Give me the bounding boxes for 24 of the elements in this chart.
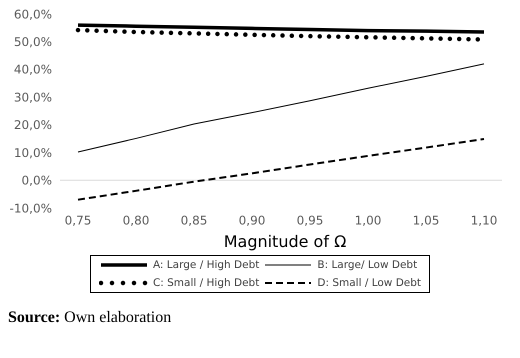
line-series: [78, 63, 484, 153]
source-note: Source: Own elaboration: [8, 309, 172, 327]
legend-label: C: Small / High Debt: [152, 277, 260, 289]
x-tick-label: 0,85: [180, 214, 208, 228]
x-tick-label: 1,05: [412, 214, 440, 228]
x-tick-label: 0,95: [296, 214, 324, 228]
y-tick-label: 40,0%: [14, 62, 52, 77]
legend-label: D: Small / Low Debt: [317, 277, 422, 289]
y-tick-label: 50,0%: [14, 34, 52, 49]
x-tick-label: 1,10: [470, 214, 498, 228]
x-tick-label: 0,80: [122, 214, 150, 228]
x-axis-title: Magnitude of Ω: [222, 232, 348, 251]
y-tick-label: 60,0%: [14, 7, 52, 22]
line-series: [77, 138, 485, 201]
x-tick-label: 1,00: [354, 214, 382, 228]
y-tick-label: 0,0%: [22, 174, 52, 188]
y-tick-label: 30,0%: [14, 90, 52, 104]
y-tick-label: -10,0%: [10, 201, 52, 216]
x-tick-label: 0,90: [238, 214, 266, 228]
y-tick-label: 20,0%: [14, 118, 52, 132]
x-tick-label: 0,75: [64, 214, 92, 228]
y-tick-label: 10,0%: [14, 146, 52, 160]
legend-label: B: Large/ Low Debt: [317, 259, 418, 271]
legend-label: A: Large / High Debt: [152, 259, 260, 271]
